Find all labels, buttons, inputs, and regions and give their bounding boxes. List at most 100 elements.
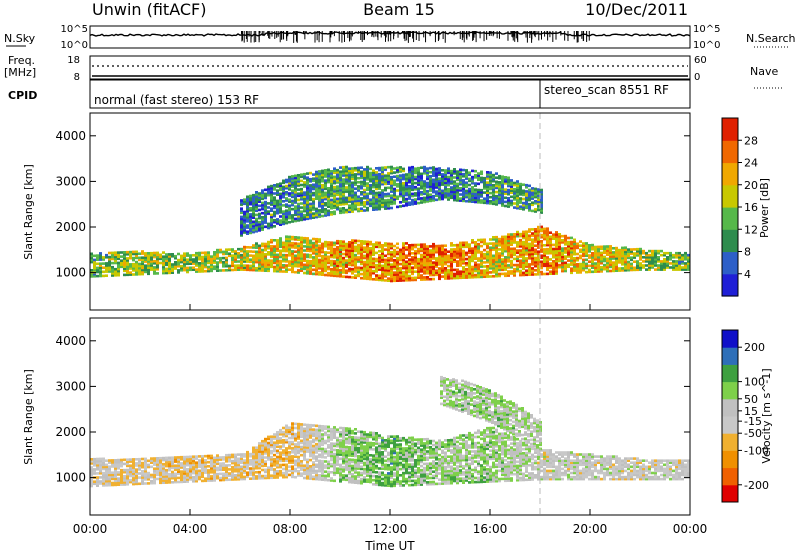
heatmap-cell: [522, 261, 525, 264]
heatmap-cell: [258, 256, 261, 260]
heatmap-cell: [489, 171, 492, 174]
heatmap-cell: [288, 453, 291, 456]
heatmap-cell: [315, 195, 318, 198]
heatmap-cell: [450, 256, 453, 259]
heatmap-cell: [336, 258, 339, 261]
heatmap-cell: [351, 270, 354, 273]
heatmap-cell: [234, 266, 237, 270]
heatmap-cell: [237, 252, 240, 255]
heatmap-cell: [402, 182, 405, 185]
heatmap-cell: [198, 251, 201, 255]
heatmap-cell: [408, 176, 411, 180]
heatmap-cell: [378, 195, 381, 199]
heatmap-cell: [447, 256, 450, 260]
heatmap-cell: [120, 481, 123, 484]
heatmap-cell: [267, 466, 270, 469]
heatmap-cell: [90, 472, 93, 475]
heatmap-cell: [366, 206, 369, 210]
heatmap-cell: [162, 462, 165, 466]
heatmap-cell: [474, 255, 477, 258]
heatmap-cell: [321, 188, 324, 191]
heatmap-cell: [360, 203, 363, 206]
heatmap-cell: [240, 268, 243, 271]
heatmap-cell: [297, 188, 300, 191]
heatmap-cell: [399, 182, 402, 186]
heatmap-cell: [399, 248, 402, 252]
heatmap-cell: [546, 231, 549, 235]
heatmap-cell: [243, 260, 246, 263]
heatmap-cell: [141, 470, 144, 473]
heatmap-cell: [243, 266, 246, 269]
heatmap-cell: [333, 198, 336, 201]
heatmap-cell: [252, 266, 255, 270]
heatmap-cell: [306, 190, 309, 194]
heatmap-cell: [291, 189, 294, 192]
heatmap-cell: [687, 256, 690, 259]
heatmap-cell: [294, 190, 297, 194]
heatmap-cell: [312, 193, 315, 197]
heatmap-cell: [249, 221, 252, 224]
heatmap-cell: [306, 245, 309, 248]
heatmap-cell: [312, 197, 315, 201]
heatmap-cell: [366, 273, 369, 276]
heatmap-cell: [135, 269, 138, 272]
heatmap-cell: [261, 450, 264, 453]
heatmap-cell: [159, 257, 162, 261]
heatmap-cell: [138, 264, 141, 268]
heatmap-cell: [255, 227, 258, 231]
heatmap-cell: [486, 265, 489, 268]
heatmap-cell: [90, 273, 93, 276]
heatmap-cell: [594, 254, 597, 257]
heatmap-cell: [390, 196, 393, 200]
heatmap-cell: [381, 170, 384, 174]
heatmap-cell: [225, 264, 228, 268]
heatmap-cell: [420, 174, 423, 178]
heatmap-cell: [639, 249, 642, 253]
heatmap-cell: [435, 184, 438, 187]
heatmap-cell: [399, 190, 402, 194]
heatmap-cell: [459, 260, 462, 263]
heatmap-cell: [279, 204, 282, 208]
heatmap-cell: [279, 265, 282, 269]
heatmap-cell: [441, 248, 444, 252]
heatmap-cell: [228, 252, 231, 255]
heatmap-cell: [288, 459, 291, 462]
heatmap-cell: [441, 250, 444, 254]
heatmap-cell: [168, 261, 171, 264]
heatmap-cell: [381, 248, 384, 251]
heatmap-cell: [456, 274, 459, 278]
heatmap-cell: [420, 261, 423, 265]
heatmap-cell: [384, 203, 387, 206]
heatmap-cell: [354, 173, 357, 176]
heatmap-cell: [399, 273, 402, 276]
heatmap-cell: [282, 204, 285, 207]
heatmap-cell: [450, 260, 453, 264]
heatmap-cell: [255, 462, 258, 466]
heatmap-cell: [390, 259, 393, 262]
heatmap-cell: [186, 478, 189, 481]
heatmap-cell: [252, 260, 255, 264]
heatmap-cell: [249, 454, 252, 458]
heatmap-cell: [258, 466, 261, 470]
heatmap-cell: [324, 208, 327, 211]
heatmap-cell: [219, 250, 222, 254]
heatmap-cell: [273, 214, 276, 218]
heatmap-cell: [246, 459, 249, 462]
heatmap-cell: [300, 212, 303, 215]
heatmap-cell: [213, 261, 216, 264]
heatmap-cell: [345, 180, 348, 183]
heatmap-cell: [294, 461, 297, 465]
heatmap-cell: [201, 455, 204, 458]
heatmap-cell: [99, 482, 102, 485]
heatmap-cell: [324, 187, 327, 191]
heatmap-cell: [90, 468, 93, 471]
heatmap-cell: [486, 244, 489, 248]
heatmap-cell: [327, 213, 330, 217]
heatmap-cell: [273, 437, 276, 440]
heatmap-cell: [426, 271, 429, 275]
heatmap-cell: [396, 174, 399, 178]
heatmap-cell: [606, 267, 609, 271]
heatmap-cell: [330, 241, 333, 244]
heatmap-cell: [318, 213, 321, 216]
heatmap-cell: [492, 200, 495, 204]
